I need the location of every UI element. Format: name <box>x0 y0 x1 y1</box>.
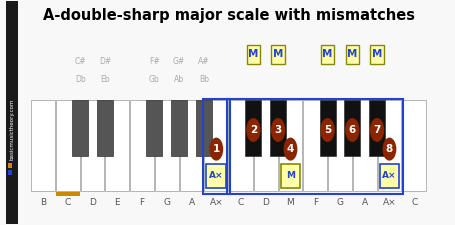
Bar <box>72 100 88 156</box>
Text: C: C <box>65 198 71 207</box>
Bar <box>319 100 336 156</box>
Text: B: B <box>40 198 46 207</box>
Bar <box>328 100 352 191</box>
Text: 6: 6 <box>349 125 356 135</box>
Text: M: M <box>286 171 295 180</box>
Text: F: F <box>140 198 145 207</box>
Text: 8: 8 <box>386 144 393 154</box>
Bar <box>31 100 55 191</box>
Text: A×: A× <box>382 171 397 180</box>
Bar <box>207 164 226 188</box>
Bar <box>281 164 300 188</box>
Bar <box>254 100 278 191</box>
Text: G#: G# <box>173 57 185 66</box>
Text: Gb: Gb <box>149 75 160 84</box>
Bar <box>97 100 113 156</box>
Text: Eb: Eb <box>100 75 110 84</box>
Bar <box>353 100 377 191</box>
Bar <box>56 100 80 191</box>
Text: Db: Db <box>75 75 86 84</box>
Bar <box>321 45 334 64</box>
Bar <box>303 100 327 191</box>
Bar <box>180 100 203 191</box>
Bar <box>345 45 359 64</box>
Text: M: M <box>323 50 333 59</box>
Text: M: M <box>273 50 283 59</box>
Bar <box>155 100 179 191</box>
Circle shape <box>383 138 396 161</box>
Circle shape <box>283 138 298 161</box>
Bar <box>378 100 401 191</box>
Bar <box>130 100 154 191</box>
Text: C: C <box>411 198 417 207</box>
Bar <box>196 100 212 156</box>
Text: A×: A× <box>383 198 396 207</box>
Bar <box>247 45 260 64</box>
Text: 2: 2 <box>250 125 257 135</box>
Text: D#: D# <box>99 57 111 66</box>
Text: 3: 3 <box>274 125 282 135</box>
Text: A×: A× <box>209 198 223 207</box>
Text: 4: 4 <box>287 144 294 154</box>
Circle shape <box>320 118 335 142</box>
Bar <box>202 99 230 194</box>
Bar <box>271 45 285 64</box>
Bar <box>379 164 399 188</box>
Text: M: M <box>287 198 294 207</box>
Text: 1: 1 <box>212 144 220 154</box>
Bar <box>171 100 187 156</box>
Text: D: D <box>89 198 96 207</box>
Text: C#: C# <box>75 57 86 66</box>
Text: 7: 7 <box>374 125 381 135</box>
Text: A: A <box>362 198 368 207</box>
Bar <box>8 163 12 168</box>
Bar <box>147 100 162 156</box>
Circle shape <box>271 118 285 142</box>
Text: D: D <box>263 198 269 207</box>
Circle shape <box>345 118 359 142</box>
Bar <box>270 100 286 156</box>
Circle shape <box>209 138 223 161</box>
Bar <box>369 100 385 156</box>
Bar <box>56 192 80 196</box>
Text: G: G <box>163 198 170 207</box>
Text: Bb: Bb <box>199 75 209 84</box>
Text: Ab: Ab <box>174 75 184 84</box>
Text: 5: 5 <box>324 125 331 135</box>
Bar <box>402 100 426 191</box>
Text: M: M <box>248 50 258 59</box>
Circle shape <box>246 118 261 142</box>
Text: M: M <box>372 50 382 59</box>
Text: G: G <box>336 198 344 207</box>
Text: A×: A× <box>209 171 223 180</box>
Bar <box>344 100 360 156</box>
Bar <box>278 100 303 191</box>
Bar <box>245 100 262 156</box>
Text: M: M <box>347 50 358 59</box>
Circle shape <box>370 118 384 142</box>
Bar <box>8 170 12 175</box>
Text: E: E <box>115 198 120 207</box>
Text: A#: A# <box>198 57 210 66</box>
Bar <box>204 100 228 191</box>
Text: F#: F# <box>149 57 160 66</box>
Text: A-double-sharp major scale with mismatches: A-double-sharp major scale with mismatch… <box>43 8 415 22</box>
Text: F: F <box>313 198 318 207</box>
Text: C: C <box>238 198 244 207</box>
Bar <box>370 45 384 64</box>
Bar <box>81 100 105 191</box>
Bar <box>229 100 253 191</box>
Bar <box>106 100 129 191</box>
Bar <box>6 0 18 225</box>
Text: A: A <box>188 198 195 207</box>
Text: basicmusictheory.com: basicmusictheory.com <box>10 98 15 160</box>
Bar <box>228 99 403 194</box>
